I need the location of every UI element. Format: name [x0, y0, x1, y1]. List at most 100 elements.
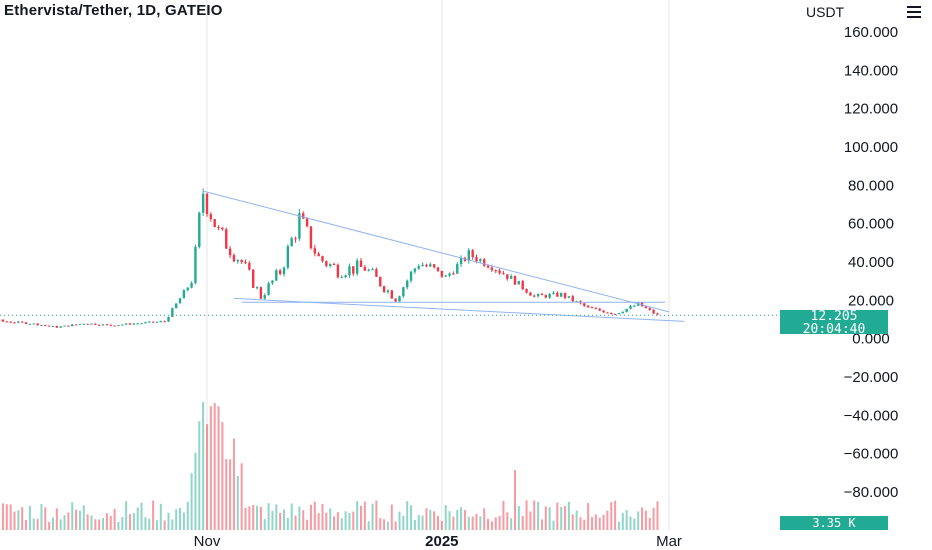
candle-body — [502, 273, 505, 275]
volume-bar — [275, 504, 278, 530]
candle-body — [529, 292, 532, 296]
candle-body — [375, 269, 378, 277]
candle-body — [344, 275, 347, 277]
volume-bar — [533, 500, 536, 530]
candle-body — [379, 276, 382, 287]
candle-body — [117, 325, 120, 327]
candle-body — [648, 308, 651, 310]
candle-body — [479, 259, 482, 262]
candle-body — [421, 264, 424, 267]
candle-body — [444, 275, 447, 277]
candle-body — [32, 323, 35, 325]
volume-bar — [379, 518, 382, 530]
volume-bar — [283, 509, 285, 530]
volume-bar — [186, 501, 189, 530]
candle-body — [298, 213, 301, 239]
volume-bar — [591, 517, 593, 530]
candle-body — [617, 313, 621, 315]
volume-bar — [28, 505, 31, 530]
candle-body — [367, 269, 370, 271]
volume-bar — [36, 519, 39, 530]
volume-bar — [564, 506, 567, 530]
volume-bar — [556, 502, 559, 530]
volume-bar — [560, 507, 563, 530]
candle-body — [625, 308, 628, 312]
volume-bar — [155, 520, 158, 530]
candle-body — [459, 257, 463, 265]
volume-bar — [144, 517, 147, 530]
candle-body — [225, 229, 228, 249]
candle-body — [440, 270, 444, 277]
candle-body — [506, 274, 509, 279]
candle-body — [9, 321, 12, 323]
volume-bar — [229, 459, 232, 530]
candle-body — [213, 219, 216, 228]
candle-body — [567, 296, 571, 298]
x-tick-label: 2025 — [425, 533, 458, 550]
candle-body — [17, 321, 20, 323]
candle-body — [590, 307, 594, 309]
volume-bar — [606, 510, 609, 530]
volume-bar — [383, 519, 386, 530]
volume-bar — [159, 503, 162, 530]
candle-body — [86, 323, 89, 325]
candle-body — [513, 275, 517, 285]
volume-bar — [579, 517, 582, 530]
volume-bar — [394, 521, 397, 530]
candle-body — [90, 323, 93, 325]
volume-bar — [240, 463, 243, 530]
volume-bar — [179, 507, 182, 530]
volume-bar — [194, 452, 197, 530]
volume-bar — [263, 519, 266, 530]
chart-title: Ethervista/Tether, 1D, GATEIO — [4, 2, 223, 19]
volume-bar — [525, 500, 528, 530]
volume-bar — [406, 501, 409, 530]
candle-body — [656, 313, 659, 315]
candle-body — [305, 218, 309, 227]
candle-body — [602, 310, 605, 313]
candle-body — [67, 325, 70, 327]
volume-bar — [129, 514, 131, 530]
candle-body — [109, 324, 112, 326]
last-volume-tag: 3.35 K — [780, 516, 888, 530]
volume-bar — [94, 519, 97, 530]
volume-bar — [75, 509, 78, 530]
candle-body — [236, 259, 239, 262]
volume-bar — [125, 501, 128, 530]
candle-body — [583, 303, 586, 306]
volume-bar — [59, 519, 62, 530]
candle-body — [371, 269, 374, 271]
candle-body — [525, 288, 528, 293]
candle-body — [55, 326, 59, 328]
candle-body — [498, 270, 501, 274]
volume-bar — [256, 505, 259, 530]
candle-body — [332, 263, 336, 265]
volume-bar — [348, 512, 351, 530]
volume-bar — [25, 519, 28, 530]
volume-bar — [367, 521, 370, 530]
volume-bar — [290, 503, 293, 530]
volume-bar — [313, 501, 316, 530]
candle-body — [167, 316, 170, 322]
y-tick-label: 20.000 — [848, 292, 894, 309]
volume-bar — [32, 518, 35, 530]
candle-body — [275, 270, 278, 281]
candle-body — [610, 312, 613, 314]
hamburger-menu-icon[interactable] — [907, 6, 921, 18]
candle-body — [271, 280, 274, 284]
candle-body — [182, 290, 186, 299]
candle-body — [51, 326, 55, 328]
candle-body — [606, 312, 609, 314]
volume-bar — [433, 511, 436, 530]
volume-bar — [583, 519, 586, 530]
candle-body — [594, 308, 598, 310]
last-price-value: 12.205 — [810, 309, 858, 324]
volume-bar — [587, 502, 590, 530]
volume-bar — [398, 511, 401, 530]
currency-label[interactable]: USDT — [806, 4, 845, 20]
volume-bar — [333, 516, 336, 530]
candle-body — [313, 248, 316, 254]
candle-body — [352, 266, 355, 274]
volume-bar — [167, 512, 170, 530]
